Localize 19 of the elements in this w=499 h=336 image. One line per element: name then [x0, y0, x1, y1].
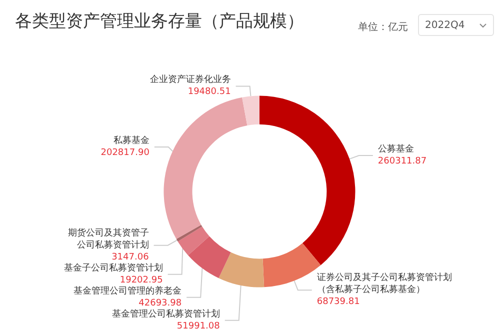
- slice-label: 证券公司及其子公司私募资管计划（含私募子公司私募基金）: [316, 272, 452, 296]
- slice-label: 公募基金: [378, 144, 414, 155]
- data-label: 42693.98: [138, 298, 182, 308]
- data-label: 51991.08: [176, 321, 220, 332]
- slice-label: 期货公司及其资管子公司私募资管计划: [68, 227, 149, 250]
- data-label: 19480.51: [188, 87, 231, 98]
- dropdown-field: 2022Q4: [418, 14, 494, 36]
- slice-label: 企业资产证券化业务: [150, 74, 231, 86]
- data-label: 19202.95: [120, 275, 163, 286]
- data-label: 260311.87: [378, 156, 427, 167]
- chart-title: 各类型资产管理业务存量（产品规模）: [15, 12, 304, 32]
- slice-label: 私募基金: [113, 135, 150, 146]
- data-label: 202817.90: [100, 148, 150, 158]
- data-label: 68739.81: [316, 297, 360, 308]
- slice-label: 基金管理公司私募资管计划: [112, 308, 220, 320]
- slice-label: 基金子公司私募资管计划: [64, 262, 163, 274]
- slice-label: 基金管理公司管理的养老金: [74, 285, 182, 296]
- data-label: 3147.06: [112, 252, 150, 262]
- text: 单位：亿元: [358, 20, 408, 34]
